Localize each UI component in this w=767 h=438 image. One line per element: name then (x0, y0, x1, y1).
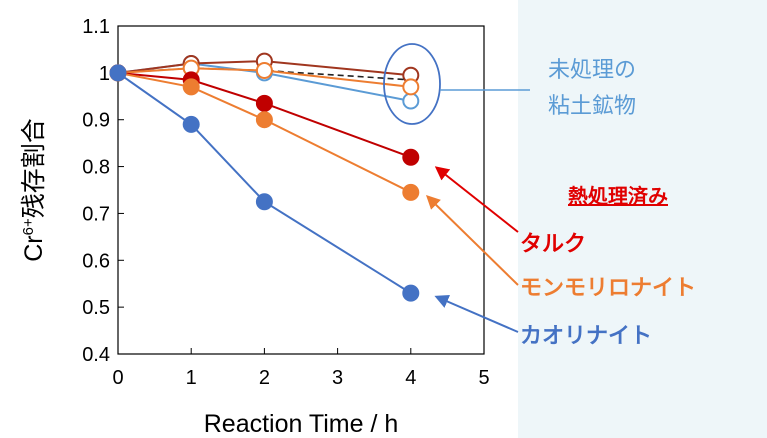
y-tick-label: 0.8 (82, 157, 110, 179)
series-line-untreated_talc (117, 60, 411, 77)
data-point-kaolinite (182, 115, 200, 133)
series-line-untreated_montmorillonite (117, 67, 411, 88)
series-layer (109, 52, 420, 302)
heat-treated-label: 熱処理済み (568, 184, 668, 208)
y-tick-label: 0.7 (82, 203, 110, 225)
plot-area-frame (117, 25, 485, 355)
series-kaolinite (109, 64, 420, 302)
series-montmorillonite (109, 64, 420, 201)
y-tick-label: 1 (99, 63, 110, 85)
x-tick-label: 5 (478, 367, 489, 389)
untreated-label-line2: 粘土鉱物 (548, 94, 637, 119)
y-tick-label: 0.9 (82, 110, 110, 132)
talc-label: タルク (520, 232, 587, 257)
x-axis: 0 1 2 3 4 5 (112, 348, 490, 389)
montmorillonite-label: モンモリロナイト (520, 276, 697, 301)
data-point-kaolinite (402, 284, 420, 302)
untreated-label-line1: 未処理の (548, 58, 637, 83)
data-point-kaolinite (109, 64, 127, 82)
montmorillonite-arrow (425, 195, 519, 286)
y-axis: 0.4 0.5 0.6 0.7 0.8 0.9 1 1.1 (82, 16, 124, 366)
data-point-talc (255, 94, 273, 112)
data-point-untreated_montmorillonite (255, 62, 273, 80)
data-point-kaolinite (255, 193, 273, 211)
y-tick-label: 0.5 (82, 297, 110, 319)
data-point-montmorillonite (182, 78, 200, 96)
series-line-talc (117, 71, 412, 159)
annotation-panel-background (518, 0, 767, 438)
series-line-montmorillonite (117, 71, 412, 194)
data-point-untreated_montmorillonite (402, 78, 420, 96)
x-axis-title: Reaction Time / h (204, 410, 399, 438)
untreated-highlight-ellipse (383, 43, 441, 125)
y-axis-title: Cr6+残存割合 (20, 118, 48, 262)
x-tick-label: 4 (405, 367, 416, 389)
kaolinite-label: カオリナイト (520, 324, 653, 349)
data-point-talc (402, 148, 420, 166)
x-tick-label: 2 (259, 367, 270, 389)
x-tick-label: 1 (186, 367, 197, 389)
kaolinite-arrow (434, 295, 519, 333)
series-line-kaolinite (117, 72, 412, 294)
y-tick-label: 0.6 (82, 250, 110, 272)
data-point-montmorillonite (255, 111, 273, 129)
y-tick-label: 1.1 (82, 16, 110, 38)
x-tick-label: 3 (332, 367, 343, 389)
y-tick-label: 0.4 (82, 344, 110, 366)
data-point-montmorillonite (402, 183, 420, 201)
talc-arrow (434, 166, 519, 233)
data-point-untreated_kaolinite (402, 92, 420, 110)
x-tick-label: 0 (112, 367, 123, 389)
